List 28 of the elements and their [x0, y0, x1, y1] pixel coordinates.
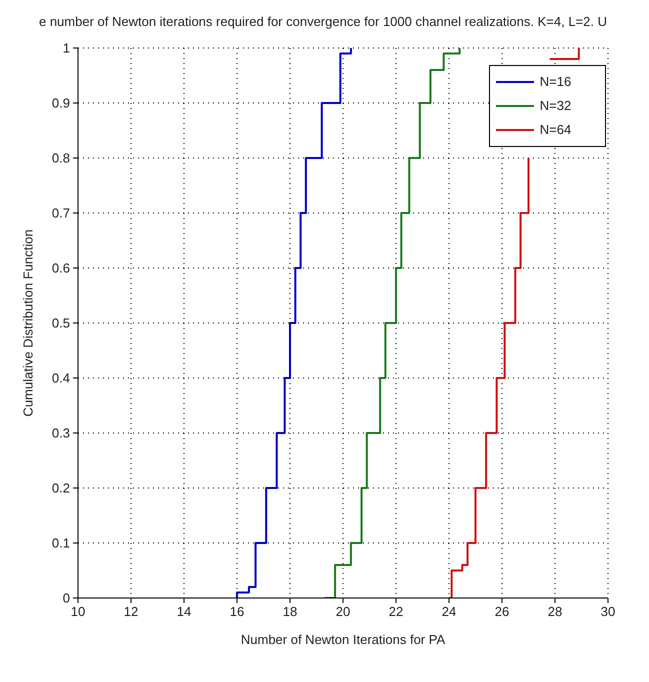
x-tick-label: 24 — [442, 604, 456, 620]
legend-label: N=32 — [540, 98, 572, 113]
x-tick-label: 12 — [124, 604, 138, 620]
legend-label: N=64 — [540, 122, 572, 137]
y-tick-label: 0.5 — [52, 316, 70, 331]
y-tick-label: 0.6 — [52, 260, 70, 276]
x-tick-label: 26 — [494, 604, 510, 620]
y-tick-label: 1 — [62, 40, 70, 56]
x-tick-label: 22 — [388, 604, 404, 620]
x-tick-label: 14 — [176, 604, 192, 620]
x-axis-title: Number of Newton Iterations for PA — [240, 632, 446, 647]
x-tick-label: 28 — [548, 604, 562, 620]
y-tick-label: 0 — [62, 590, 70, 606]
x-tick-label: 20 — [336, 604, 350, 620]
x-tick-label: 16 — [230, 604, 244, 620]
x-tick-label: 18 — [282, 604, 298, 620]
chart-title: e number of Newton iterations required for convergence for 1000 channel realizations. K=4, L=2. U — [38, 14, 608, 29]
y-tick-label: 0.4 — [52, 370, 70, 386]
legend-label: N=16 — [540, 74, 572, 89]
y-axis-title: Cumulative Distribution Function — [20, 229, 36, 417]
y-tick-label: 0.2 — [52, 480, 70, 496]
y-tick-label: 0.3 — [52, 426, 70, 441]
y-tick-label: 0.8 — [52, 150, 70, 166]
y-tick-label: 0.9 — [52, 96, 70, 111]
x-tick-label: 10 — [70, 604, 86, 620]
y-tick-label: 0.7 — [52, 206, 70, 221]
y-tick-label: 0.1 — [52, 536, 70, 551]
x-tick-label: 30 — [600, 604, 616, 620]
